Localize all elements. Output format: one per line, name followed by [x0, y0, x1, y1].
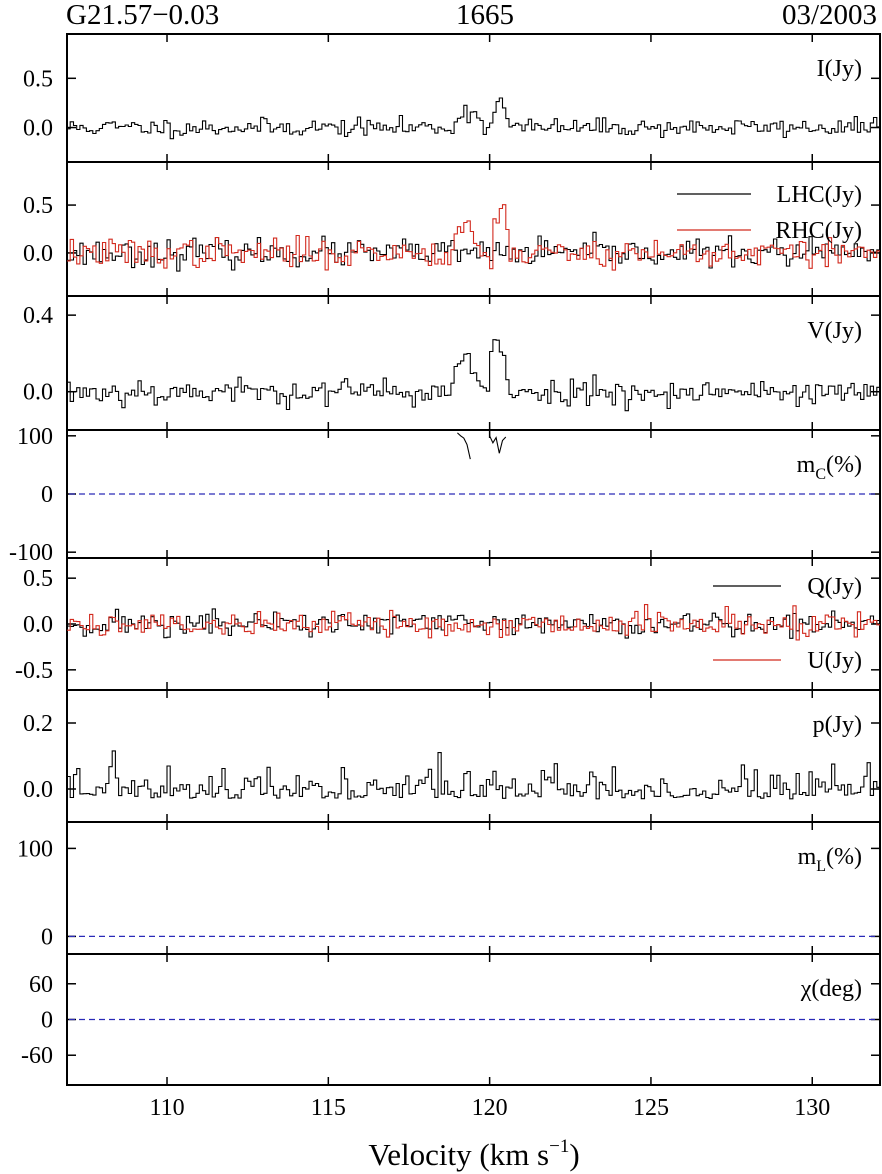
x-tick-label: 120: [472, 1095, 508, 1121]
y-tick-label-ml: 0: [41, 924, 53, 950]
y-tick-label-QU: -0.5: [15, 658, 53, 684]
y-tick-label-V: 0.0: [23, 380, 53, 406]
y-tick-label-QU: 0.5: [23, 566, 53, 592]
panel-label-V: V(Jy): [807, 318, 862, 344]
panel-frame-V: [66, 295, 881, 431]
x-tick-label: 110: [149, 1095, 184, 1121]
legend-label-QU-1: U(Jy): [807, 648, 862, 674]
panel-frame-ml: [66, 821, 881, 955]
y-tick-label-V: 0.4: [23, 303, 53, 329]
x-tick-label: 130: [794, 1095, 830, 1121]
panel-frame-p: [66, 689, 881, 823]
legend-label-LR-0: LHC(Jy): [777, 182, 862, 208]
panel-frame-LR: [66, 161, 881, 297]
y-tick-label-LR: 0.0: [23, 241, 53, 267]
y-tick-label-mc: 0: [41, 482, 53, 508]
panel-label-mc: mC(%): [797, 452, 862, 483]
panel-frame-I: [66, 33, 881, 163]
y-tick-label-p: 0.2: [23, 711, 53, 737]
y-tick-label-QU: 0.0: [23, 612, 53, 638]
x-tick-label: 115: [311, 1095, 346, 1121]
x-axis-title: Velocity (km s−1): [368, 1136, 579, 1172]
legend-label-LR-1: RHC(Jy): [775, 218, 862, 244]
series-line-V-0: [67, 339, 880, 412]
y-tick-label-LR: 0.5: [23, 193, 53, 219]
legend-label-QU-0: Q(Jy): [807, 574, 862, 600]
y-tick-label-ml: 100: [17, 836, 53, 862]
series-line-I-0: [67, 97, 880, 140]
y-tick-label-chi: 60: [29, 972, 53, 998]
series-line-p-0: [67, 750, 880, 800]
y-tick-label-I: 0.5: [23, 66, 53, 92]
panel-label-I: I(Jy): [817, 56, 862, 82]
x-tick-label: 125: [633, 1095, 669, 1121]
header-frequency-text: 1665: [456, 0, 514, 31]
series-line-LR-1: [67, 204, 880, 271]
y-tick-label-chi: 0: [41, 1008, 53, 1034]
segment-line-mc-1: [489, 435, 507, 454]
series-line-QU-1: [67, 604, 880, 641]
header-date-text: 03/2003: [782, 0, 877, 31]
y-tick-label-mc: 100: [17, 424, 53, 450]
y-tick-label-chi: -60: [21, 1043, 53, 1069]
panel-label-chi: χ(deg): [800, 976, 862, 1002]
panel-label-p: p(Jy): [813, 712, 862, 738]
series-line-LR-0: [67, 231, 880, 272]
header-source-text: G21.57−0.03: [66, 0, 219, 31]
y-tick-label-p: 0.0: [23, 777, 53, 803]
y-tick-label-mc: -100: [9, 540, 53, 566]
segment-line-mc-0: [457, 432, 471, 460]
panel-label-ml: mL(%): [798, 844, 862, 875]
y-tick-label-I: 0.0: [23, 116, 53, 142]
